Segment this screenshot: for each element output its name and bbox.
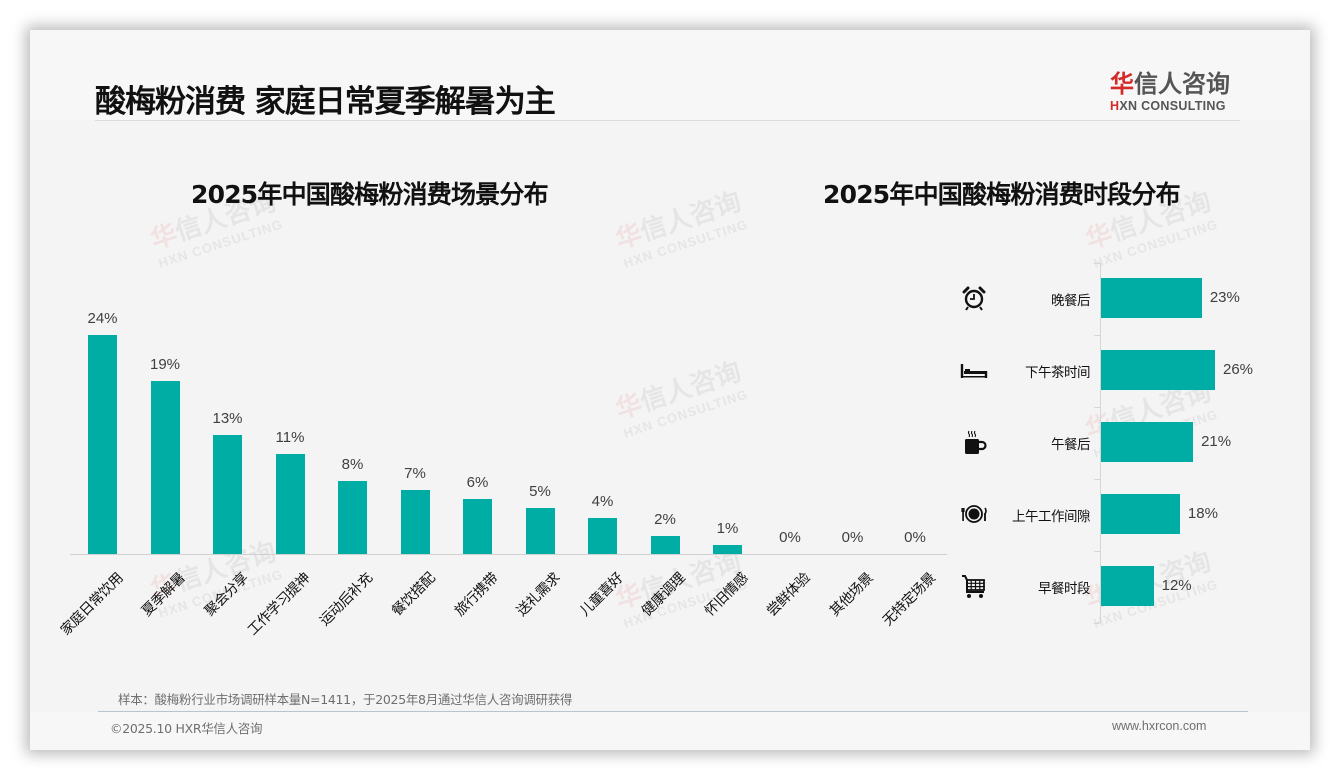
category-label: 午餐后 — [1051, 437, 1091, 453]
logo-cn-rest: 信人咨询 — [1134, 70, 1230, 98]
bar-value-label: 18% — [1187, 505, 1218, 522]
time-chart-title: 2025年中国酸梅粉消费时段分布 — [823, 180, 1181, 209]
bar-value-label: 0% — [779, 529, 801, 546]
alarm-clock-icon — [960, 284, 988, 312]
bar — [588, 517, 617, 554]
bar-value-label: 7% — [404, 465, 426, 483]
axis-tick — [1094, 551, 1100, 552]
category-label: 尝鲜体验 — [763, 570, 814, 620]
footer-band — [30, 712, 1310, 750]
category-label: 送礼需求 — [513, 570, 564, 620]
logo-en-rest: XN CONSULTING — [1119, 99, 1226, 113]
bar-value-label: 11% — [275, 428, 305, 446]
category-label: 怀旧情感 — [701, 570, 751, 620]
category-label: 上午工作间隙 — [1012, 509, 1091, 525]
bar-value-label: 6% — [466, 474, 489, 492]
axis-tick — [1094, 335, 1100, 336]
logo-en-red: H — [1110, 99, 1120, 113]
bar — [88, 335, 117, 554]
slide: 酸梅粉消费 家庭日常夏季解暑为主 华信人咨询 HXN CONSULTING 华信… — [30, 30, 1310, 750]
bar — [650, 535, 680, 554]
bar-value-label: 5% — [529, 483, 551, 501]
bar — [463, 499, 492, 554]
bar — [338, 481, 367, 554]
bar-value-label: 13% — [212, 410, 243, 428]
bar-value-label: 26% — [1223, 361, 1254, 378]
plate-cutlery-icon — [960, 500, 988, 528]
bar-value-label: 12% — [1161, 577, 1192, 594]
bar — [1101, 422, 1194, 462]
category-label: 工作学习提神 — [244, 570, 314, 639]
bar-value-label: 23% — [1209, 289, 1240, 306]
category-label: 早餐时段 — [1038, 581, 1091, 597]
logo-en: HXN CONSULTING — [1110, 99, 1250, 113]
title-divider — [95, 120, 1240, 121]
bar — [1101, 566, 1154, 606]
category-label: 夏季解暑 — [138, 570, 189, 620]
x-axis-line — [70, 554, 947, 555]
company-logo: 华信人咨询 HXN CONSULTING — [1110, 64, 1250, 113]
logo-cn-red: 华 — [1110, 70, 1134, 98]
bar — [1101, 494, 1180, 534]
bar — [213, 435, 242, 554]
website-link[interactable]: www.hxrcon.com — [1112, 719, 1207, 733]
bar — [713, 544, 742, 554]
page-title: 酸梅粉消费 家庭日常夏季解暑为主 — [95, 84, 556, 120]
coffee-mug-icon — [960, 428, 988, 456]
category-label: 聚会分享 — [201, 570, 251, 620]
bed-icon — [960, 356, 988, 384]
copyright: ©2025.10 HXR华信人咨询 — [110, 721, 263, 736]
category-label: 健康调理 — [638, 570, 689, 620]
category-label: 无特定场景 — [879, 570, 939, 630]
logo-cn: 华信人咨询 — [1110, 64, 1250, 99]
bar-value-label: 24% — [87, 310, 118, 327]
scene-bar-chart: 24% 家庭日常饮用 19% 夏季解暑 13% 聚会分享 11% 工作学习提神 8% 运动后补充 7… — [57, 280, 950, 639]
bar-value-label: 0% — [904, 529, 926, 546]
category-label: 餐饮搭配 — [388, 570, 439, 620]
bar — [1101, 350, 1215, 390]
axis-tick — [1094, 263, 1100, 264]
axis-tick — [1094, 623, 1100, 624]
shopping-cart-icon — [960, 572, 988, 600]
category-label: 其他场景 — [826, 570, 876, 620]
category-label: 旅行携带 — [451, 570, 501, 620]
category-label: 下午茶时间 — [1025, 365, 1091, 381]
bar-value-label: 8% — [341, 456, 364, 473]
bar — [1101, 278, 1202, 318]
axis-tick — [1094, 407, 1100, 408]
bar-value-label: 4% — [591, 492, 614, 510]
bar-value-label: 19% — [149, 355, 181, 373]
category-label: 运动后补充 — [316, 570, 376, 630]
bar — [150, 380, 180, 554]
sample-note: 样本：酸梅粉行业市场调研样本量N=1411，于2025年8月通过华信人咨询调研获… — [118, 692, 573, 707]
category-label: 晚餐后 — [1051, 293, 1091, 309]
category-label: 家庭日常饮用 — [57, 570, 126, 639]
category-label: 儿童喜好 — [576, 570, 626, 620]
bar — [275, 453, 305, 554]
footer-divider — [98, 711, 1248, 712]
bar — [525, 508, 555, 554]
bar — [400, 490, 430, 554]
bar-value-label: 21% — [1201, 433, 1232, 450]
bar-value-label: 0% — [841, 529, 864, 546]
axis-tick — [1094, 479, 1100, 480]
bar-value-label: 2% — [654, 510, 676, 528]
scene-chart-title: 2025年中国酸梅粉消费场景分布 — [191, 180, 549, 209]
bar-value-label: 1% — [716, 519, 739, 537]
header-band — [30, 30, 1310, 120]
y-axis-line — [1100, 263, 1101, 623]
